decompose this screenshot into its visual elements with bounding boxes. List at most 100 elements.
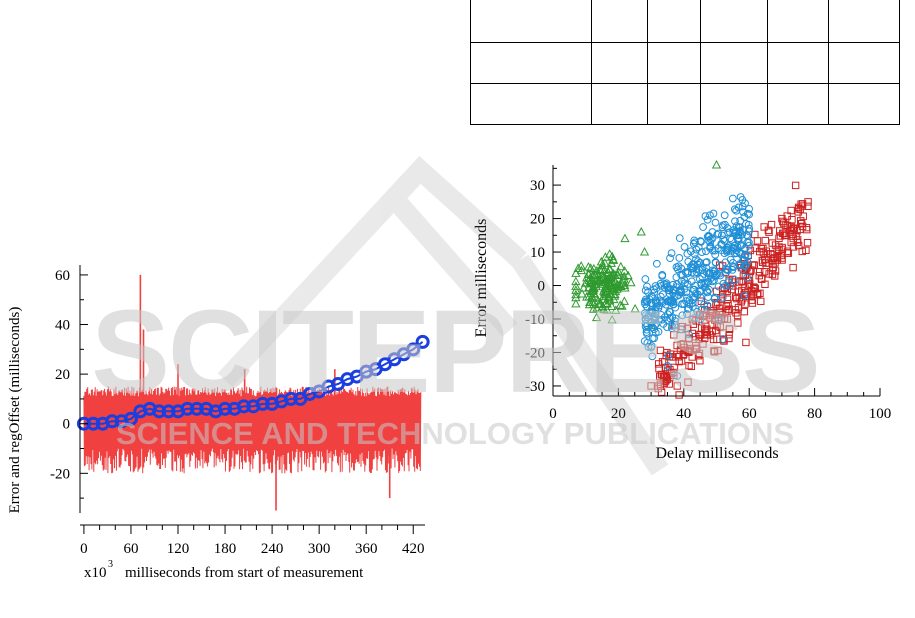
table-cell <box>470 0 592 43</box>
chart2-point-square <box>745 281 753 290</box>
chart2-point-square <box>765 228 773 236</box>
chart2-point-triangle <box>613 280 623 289</box>
chart2-point-square <box>782 231 790 240</box>
chart2-point-square <box>735 278 744 286</box>
chart2-ylabel: Error milliseconds <box>473 219 490 338</box>
chart2-point-circle <box>728 194 737 203</box>
table-cell <box>828 42 900 84</box>
chart1-regoffset-point <box>76 416 91 431</box>
chart2-point-circle <box>729 263 738 272</box>
chart1-y-tick-label: 20 <box>55 367 70 383</box>
chart2-point-square <box>789 263 797 272</box>
chart2-point-circle <box>689 285 698 294</box>
chart2-point-circle <box>691 281 700 290</box>
chart2-point-circle <box>721 281 730 290</box>
chart2-point-circle <box>695 275 704 284</box>
chart2-point-triangle <box>600 275 611 285</box>
chart2-point-square <box>708 320 716 329</box>
chart2-point-square <box>778 254 786 262</box>
chart2-point-square <box>661 377 669 386</box>
chart2-point-circle <box>674 262 683 271</box>
chart2-x-tick-label: 20 <box>611 406 626 422</box>
chart2-point-square <box>750 284 759 292</box>
table-cell <box>591 83 648 125</box>
chart2-point-triangle <box>611 305 621 314</box>
chart2-point-circle <box>648 318 656 327</box>
chart2-point-circle <box>678 300 687 308</box>
chart2-point-square <box>787 238 795 247</box>
chart2-point-circle <box>687 277 696 286</box>
chart2-point-square <box>674 352 683 361</box>
chart2-point-circle <box>730 276 739 284</box>
chart2-point-circle <box>694 265 703 274</box>
chart2-point-triangle <box>610 289 620 298</box>
chart1-xlabel-text: milliseconds from start of measurement <box>125 565 364 581</box>
chart2-point-square <box>768 239 776 247</box>
chart2-point-square <box>696 357 704 365</box>
chart2-point-circle <box>709 209 718 218</box>
chart2-point-triangle <box>606 258 616 267</box>
chart2-point-circle <box>677 288 685 297</box>
chart2-point-circle <box>704 236 713 245</box>
chart1-x-tick-label: 0 <box>80 541 88 557</box>
chart2-point-square <box>789 225 797 233</box>
chart2-x-tick-label: 40 <box>676 406 691 422</box>
chart2-point-circle <box>744 252 752 261</box>
chart2-point-square <box>798 200 807 208</box>
chart2-point-circle <box>711 218 720 227</box>
chart2-point-triangle <box>584 269 594 279</box>
chart2-point-triangle <box>618 275 628 285</box>
chart2-point-square <box>685 361 693 370</box>
chart2-point-circle <box>680 242 689 251</box>
chart2-point-square <box>656 346 665 355</box>
chart1-x-tick-label: 120 <box>167 541 190 557</box>
chart2-point-square <box>684 335 693 343</box>
chart2-point-square <box>794 208 802 216</box>
chart2-point-circle <box>663 361 672 370</box>
chart2-point-square <box>788 215 796 224</box>
chart2-point-square <box>771 259 779 267</box>
chart2-point-circle <box>697 305 706 314</box>
chart2-point-square <box>695 335 703 343</box>
chart2-point-square <box>759 258 767 267</box>
chart2-point-circle <box>706 235 715 244</box>
chart2-point-square <box>710 348 719 356</box>
chart2-point-circle <box>717 240 726 248</box>
chart2-point-square <box>656 380 665 389</box>
chart2-point-triangle <box>607 314 617 324</box>
chart1-regoffset-point <box>236 399 251 414</box>
chart2-point-circle <box>703 278 712 287</box>
chart2-point-circle <box>696 287 705 296</box>
chart2-point-square <box>787 206 795 215</box>
chart2-point-circle <box>745 224 754 233</box>
chart2-point-circle <box>663 282 672 291</box>
chart2-point-circle <box>706 211 714 220</box>
chart2-point-circle <box>741 199 749 208</box>
chart2-point-circle <box>648 293 657 302</box>
chart2-point-circle <box>684 330 693 339</box>
chart2-point-triangle <box>578 283 589 292</box>
chart1-y-tick-label: 0 <box>63 417 71 433</box>
chart2-point-square <box>764 226 773 235</box>
chart2-point-circle <box>718 293 727 302</box>
chart2-point-square <box>734 288 743 296</box>
chart2-point-circle <box>704 293 713 302</box>
chart2-point-circle <box>683 249 692 258</box>
chart2-point-circle <box>717 231 726 240</box>
chart2-point-circle <box>731 217 739 226</box>
chart2-point-square <box>720 337 728 345</box>
chart2-point-triangle <box>615 300 625 309</box>
chart2-point-circle <box>737 249 746 258</box>
chart2-point-circle <box>684 305 692 314</box>
chart1-regoffset-point <box>406 342 421 357</box>
chart2-point-circle <box>641 311 650 319</box>
chart2-point-circle <box>672 273 681 282</box>
chart2-point-square <box>734 319 742 327</box>
chart2-point-circle <box>734 222 743 231</box>
chart1-regoffset-point <box>255 396 270 411</box>
chart2-point-square <box>778 243 786 252</box>
chart2-point-triangle <box>571 281 581 290</box>
chart2-point-triangle <box>599 287 610 297</box>
chart2-point-circle <box>673 372 682 380</box>
